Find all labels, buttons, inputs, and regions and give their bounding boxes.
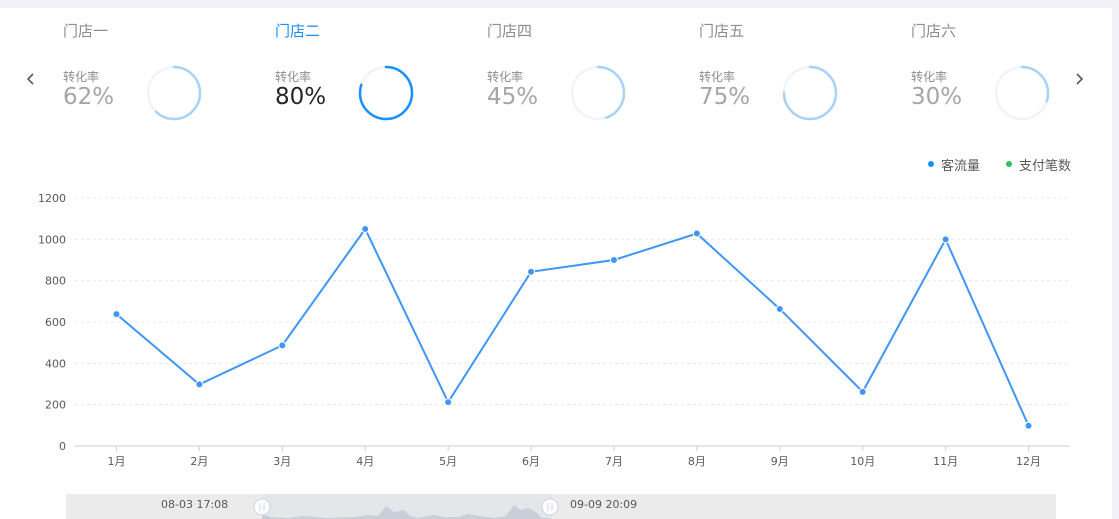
legend-item-flow[interactable]: 客流量: [928, 154, 980, 174]
legend-label: 客流量: [941, 158, 981, 174]
slider-area-shape: [262, 505, 552, 519]
store-tab-1[interactable]: 门店一 转化率 62%: [63, 20, 263, 130]
ring-progress: [782, 65, 838, 121]
ring-progress: [146, 65, 202, 121]
store-name: 门店五: [699, 22, 745, 40]
y-tick-label: 1200: [38, 192, 66, 205]
x-tick-label: 4月: [356, 455, 374, 468]
legend-label: 支付笔数: [1019, 158, 1072, 174]
slider-start-label: 08-03 17:08: [161, 498, 229, 511]
conversion-ring: [358, 65, 414, 121]
conversion-ring: [782, 65, 838, 121]
data-point: [1024, 421, 1033, 430]
conversion-rate-value: 45%: [487, 84, 539, 110]
series-line: [115, 227, 1030, 427]
legend-dot: [1006, 161, 1012, 167]
data-point: [112, 310, 121, 319]
dashboard-card: 门店一 转化率 62% 门店二 转化率 80% 门店四 转化率 45% 门店五 …: [0, 8, 1112, 519]
ring-progress: [358, 65, 414, 121]
data-point: [527, 267, 536, 276]
y-tick-label: 600: [45, 316, 66, 329]
conversion-rate-label: 转化率: [699, 70, 736, 84]
conversion-ring: [146, 65, 202, 121]
conversion-rate-value: 30%: [911, 84, 963, 110]
conversion-rate-value: 75%: [699, 84, 751, 110]
slider-handle: [541, 498, 559, 516]
conversion-rate-label: 转化率: [487, 70, 524, 84]
store-name: 门店二: [275, 22, 321, 40]
conversion-ring: [570, 65, 626, 121]
store-name: 门店一: [63, 22, 109, 40]
x-tick-label: 1月: [107, 455, 125, 468]
conversion-rate-value: 80%: [275, 84, 327, 110]
data-point: [692, 229, 701, 238]
x-tick-label: 11月: [933, 455, 958, 468]
x-tick-label: 5月: [439, 455, 457, 468]
legend-item-pay[interactable]: 支付笔数: [1006, 154, 1071, 174]
x-tick-label: 10月: [850, 455, 875, 468]
y-tick-label: 1000: [38, 233, 66, 246]
line-chart: 0 200 400 600 800 1000 1200 1月 2月 3月 4月 5月 6月 7月 8月 9月 1…: [38, 192, 1070, 468]
x-tick-label: 2月: [190, 455, 208, 468]
data-point: [858, 387, 867, 396]
data-point: [941, 235, 950, 244]
chevron-right-icon[interactable]: [1070, 66, 1088, 92]
slider-preview: [253, 494, 559, 519]
y-tick-label: 400: [45, 357, 66, 370]
store-tab-2[interactable]: 门店二 转化率 80%: [275, 20, 475, 130]
x-tick-label: 7月: [605, 455, 623, 468]
data-point: [195, 380, 204, 389]
store-tab-5[interactable]: 门店六 转化率 30%: [911, 20, 1111, 130]
conversion-rate-label: 转化率: [63, 70, 100, 84]
y-tick-label: 0: [59, 440, 66, 453]
data-point: [775, 304, 784, 313]
chevron-left-icon[interactable]: [22, 66, 40, 92]
y-tick-label: 800: [45, 275, 66, 288]
conversion-ring: [994, 65, 1050, 121]
conversion-rate-label: 转化率: [911, 70, 948, 84]
conversion-rate-label: 转化率: [275, 70, 312, 84]
store-tab-4[interactable]: 门店五 转化率 75%: [699, 20, 899, 130]
data-point: [444, 398, 453, 407]
store-name: 门店六: [911, 22, 957, 40]
x-tick-label: 12月: [1016, 455, 1041, 468]
x-tick-label: 6月: [522, 455, 540, 468]
ring-progress: [570, 65, 626, 121]
ring-progress: [994, 65, 1050, 121]
slider-selection: [262, 494, 552, 519]
legend-dot: [928, 161, 934, 167]
slider-handle: [253, 498, 271, 516]
data-point: [361, 225, 370, 233]
x-tick-label: 3月: [273, 455, 291, 468]
data-point: [278, 341, 287, 350]
time-range-slider[interactable]: 08-03 17:08 09-09 20:09: [66, 494, 1056, 519]
store-tab-3[interactable]: 门店四 转化率 45%: [487, 20, 687, 130]
store-name: 门店四: [487, 22, 533, 40]
conversion-rate-value: 62%: [63, 84, 115, 110]
y-tick-label: 200: [45, 399, 66, 412]
data-point: [609, 256, 618, 264]
slider-end-label: 09-09 20:09: [570, 498, 638, 511]
x-tick-label: 9月: [771, 455, 789, 468]
x-tick-label: 8月: [688, 455, 706, 468]
